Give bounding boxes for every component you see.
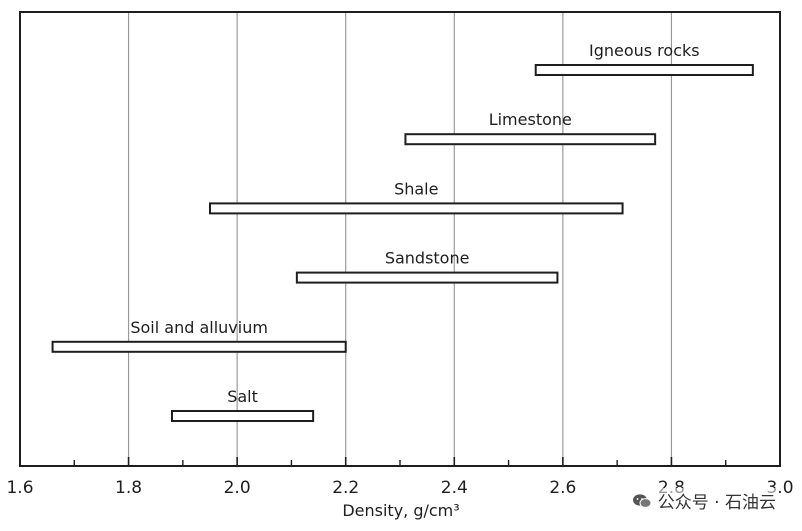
range-bar — [295, 271, 559, 284]
watermark: 公众号 · 石油云 — [631, 488, 776, 513]
range-bar-label: Igneous rocks — [589, 41, 700, 60]
x-tick-label: 2.0 — [224, 478, 251, 498]
range-bar-label: Limestone — [489, 110, 572, 129]
grid-lines — [127, 12, 673, 466]
range-bar-label: Sandstone — [385, 249, 470, 268]
range-bar — [534, 64, 754, 76]
range-bar — [51, 340, 347, 353]
plot-frame — [19, 11, 781, 467]
x-tick-label: 2.6 — [549, 478, 576, 498]
range-bar — [209, 202, 624, 215]
range-bar — [171, 410, 315, 422]
x-tick-label: 2.4 — [441, 478, 468, 498]
x-tick-label: 1.6 — [6, 478, 33, 498]
range-bar-label: Shale — [394, 179, 438, 198]
range-bar-label: Soil and alluvium — [130, 318, 268, 337]
range-bar-label: Salt — [227, 387, 258, 406]
x-tick-label: 1.8 — [115, 478, 142, 498]
wechat-icon — [632, 493, 652, 508]
x-tick-label: 2.2 — [332, 478, 359, 498]
watermark-text: 公众号 · 石油云 — [657, 493, 776, 513]
bars-layer: Igneous rocks Limestone Shale Sandstone Soil… — [51, 41, 754, 422]
x-axis-label: Density, g/cm³ — [342, 501, 459, 520]
plot-border — [19, 11, 781, 467]
range-bar — [404, 133, 657, 146]
